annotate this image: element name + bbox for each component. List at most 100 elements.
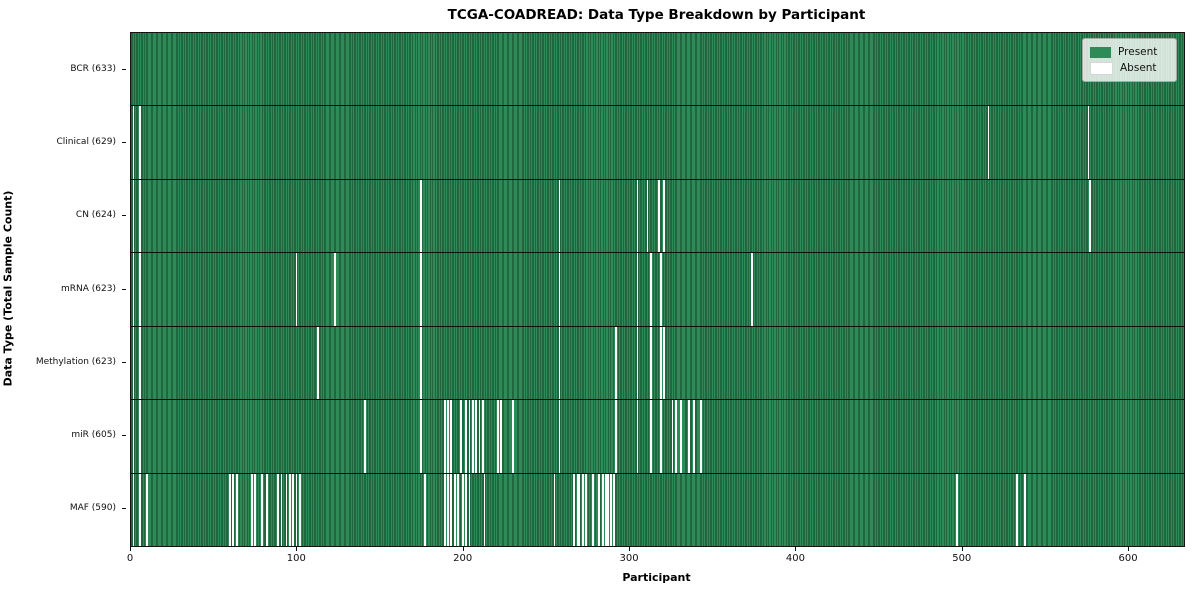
absent-stripe <box>450 473 453 546</box>
x-tick-label-300: 300 <box>619 552 639 564</box>
absent-stripe <box>679 400 682 473</box>
absent-stripe <box>450 400 453 473</box>
absent-stripe <box>558 400 561 473</box>
x-tick-mark <box>629 546 631 551</box>
y-tick-label-mRNA: mRNA (623) <box>61 283 116 294</box>
absent-stripe <box>447 400 449 473</box>
y-tick-mark <box>122 361 126 363</box>
absent-stripe <box>1087 106 1090 179</box>
heatmap-row-Methylation <box>131 326 1184 401</box>
absent-stripe <box>663 326 666 400</box>
absent-stripe <box>688 400 691 473</box>
absent-stripe <box>139 106 142 179</box>
absent-stripe <box>299 473 301 546</box>
absent-stripe <box>139 400 142 473</box>
heatmap-row-CN <box>131 179 1184 254</box>
absent-stripe <box>585 473 587 546</box>
absent-stripe <box>598 473 601 546</box>
absent-stripe <box>553 473 556 546</box>
y-tick-mark <box>122 215 126 217</box>
absent-stripe <box>650 400 652 473</box>
y-tick-label-MAF: MAF (590) <box>69 503 116 514</box>
absent-stripe <box>295 253 298 326</box>
absent-stripe <box>289 473 291 546</box>
x-tick-mark <box>296 546 298 551</box>
absent-stripe <box>229 473 231 546</box>
absent-stripe <box>558 253 561 326</box>
heatmap-row-Clinical <box>131 106 1184 180</box>
absent-stripe <box>468 473 471 546</box>
absent-stripe <box>265 473 268 546</box>
absent-stripe <box>468 400 471 473</box>
x-tick-mark <box>462 546 464 551</box>
absent-stripe <box>478 400 481 473</box>
y-tick-mark <box>122 288 126 290</box>
x-axis-label: Participant <box>622 571 691 584</box>
absent-stripe <box>232 473 235 546</box>
present-swatch-icon <box>1090 46 1111 58</box>
absent-stripe <box>132 326 135 400</box>
x-tick-mark <box>130 546 131 551</box>
absent-stripe <box>363 400 366 473</box>
absent-stripe <box>956 473 958 546</box>
absent-stripe <box>333 253 336 326</box>
x-tick-mark <box>795 546 797 551</box>
x-tick-label-600: 600 <box>1118 552 1138 564</box>
absent-stripe <box>447 473 449 546</box>
absent-stripe <box>636 326 639 400</box>
legend-label-absent: Absent <box>1120 62 1157 74</box>
absent-stripe <box>674 400 677 473</box>
absent-stripe <box>1015 473 1018 546</box>
y-axis-ticks: BCR (633) Clinical (629) CN (624) mRNA (623… <box>0 32 126 545</box>
absent-stripe <box>475 400 478 473</box>
absent-stripe <box>420 326 423 400</box>
absent-stripe <box>481 400 484 473</box>
absent-stripe <box>658 179 661 253</box>
absent-stripe <box>659 326 662 400</box>
heatmap-row-MAF <box>131 473 1184 546</box>
absent-stripe <box>699 400 702 473</box>
absent-stripe <box>139 326 142 400</box>
absent-stripe <box>605 473 607 546</box>
absent-stripe <box>423 473 426 546</box>
absent-stripe <box>615 326 617 400</box>
absent-stripe <box>558 179 561 253</box>
absent-stripe <box>987 106 990 179</box>
legend-entry-present: Present <box>1090 44 1168 60</box>
absent-stripe <box>460 400 463 473</box>
absent-stripe <box>465 400 468 473</box>
absent-swatch-icon <box>1090 61 1113 75</box>
absent-stripe <box>511 400 514 473</box>
heatmap-row-BCR <box>131 33 1184 107</box>
x-tick-mark <box>961 546 963 551</box>
absent-stripe <box>693 400 696 473</box>
absent-stripe <box>132 106 135 179</box>
absent-stripe <box>132 473 135 546</box>
absent-stripe <box>663 179 666 253</box>
x-tick-mark <box>1128 546 1130 551</box>
absent-stripe <box>465 473 468 546</box>
absent-stripe <box>581 473 584 546</box>
y-tick-label-CN: CN (624) <box>75 210 116 221</box>
absent-stripe <box>472 400 474 473</box>
absent-stripe <box>601 473 604 546</box>
absent-stripe <box>443 400 446 473</box>
absent-stripe <box>606 473 609 546</box>
absent-stripe <box>295 473 298 546</box>
y-tick-mark <box>122 68 126 70</box>
plot-area <box>130 32 1185 547</box>
absent-stripe <box>671 400 674 473</box>
absent-stripe <box>132 179 135 253</box>
absent-stripe <box>139 253 142 326</box>
absent-stripe <box>420 400 423 473</box>
absent-stripe <box>636 179 639 253</box>
absent-stripe <box>650 253 652 326</box>
absent-stripe <box>659 253 662 326</box>
x-tick-label-0: 0 <box>126 552 134 564</box>
absent-stripe <box>317 326 320 400</box>
absent-stripe <box>250 473 253 546</box>
absent-stripe <box>558 326 561 400</box>
y-tick-label-Clinical: Clinical (629) <box>56 136 116 147</box>
y-tick-label-Methylation: Methylation (623) <box>35 356 116 367</box>
